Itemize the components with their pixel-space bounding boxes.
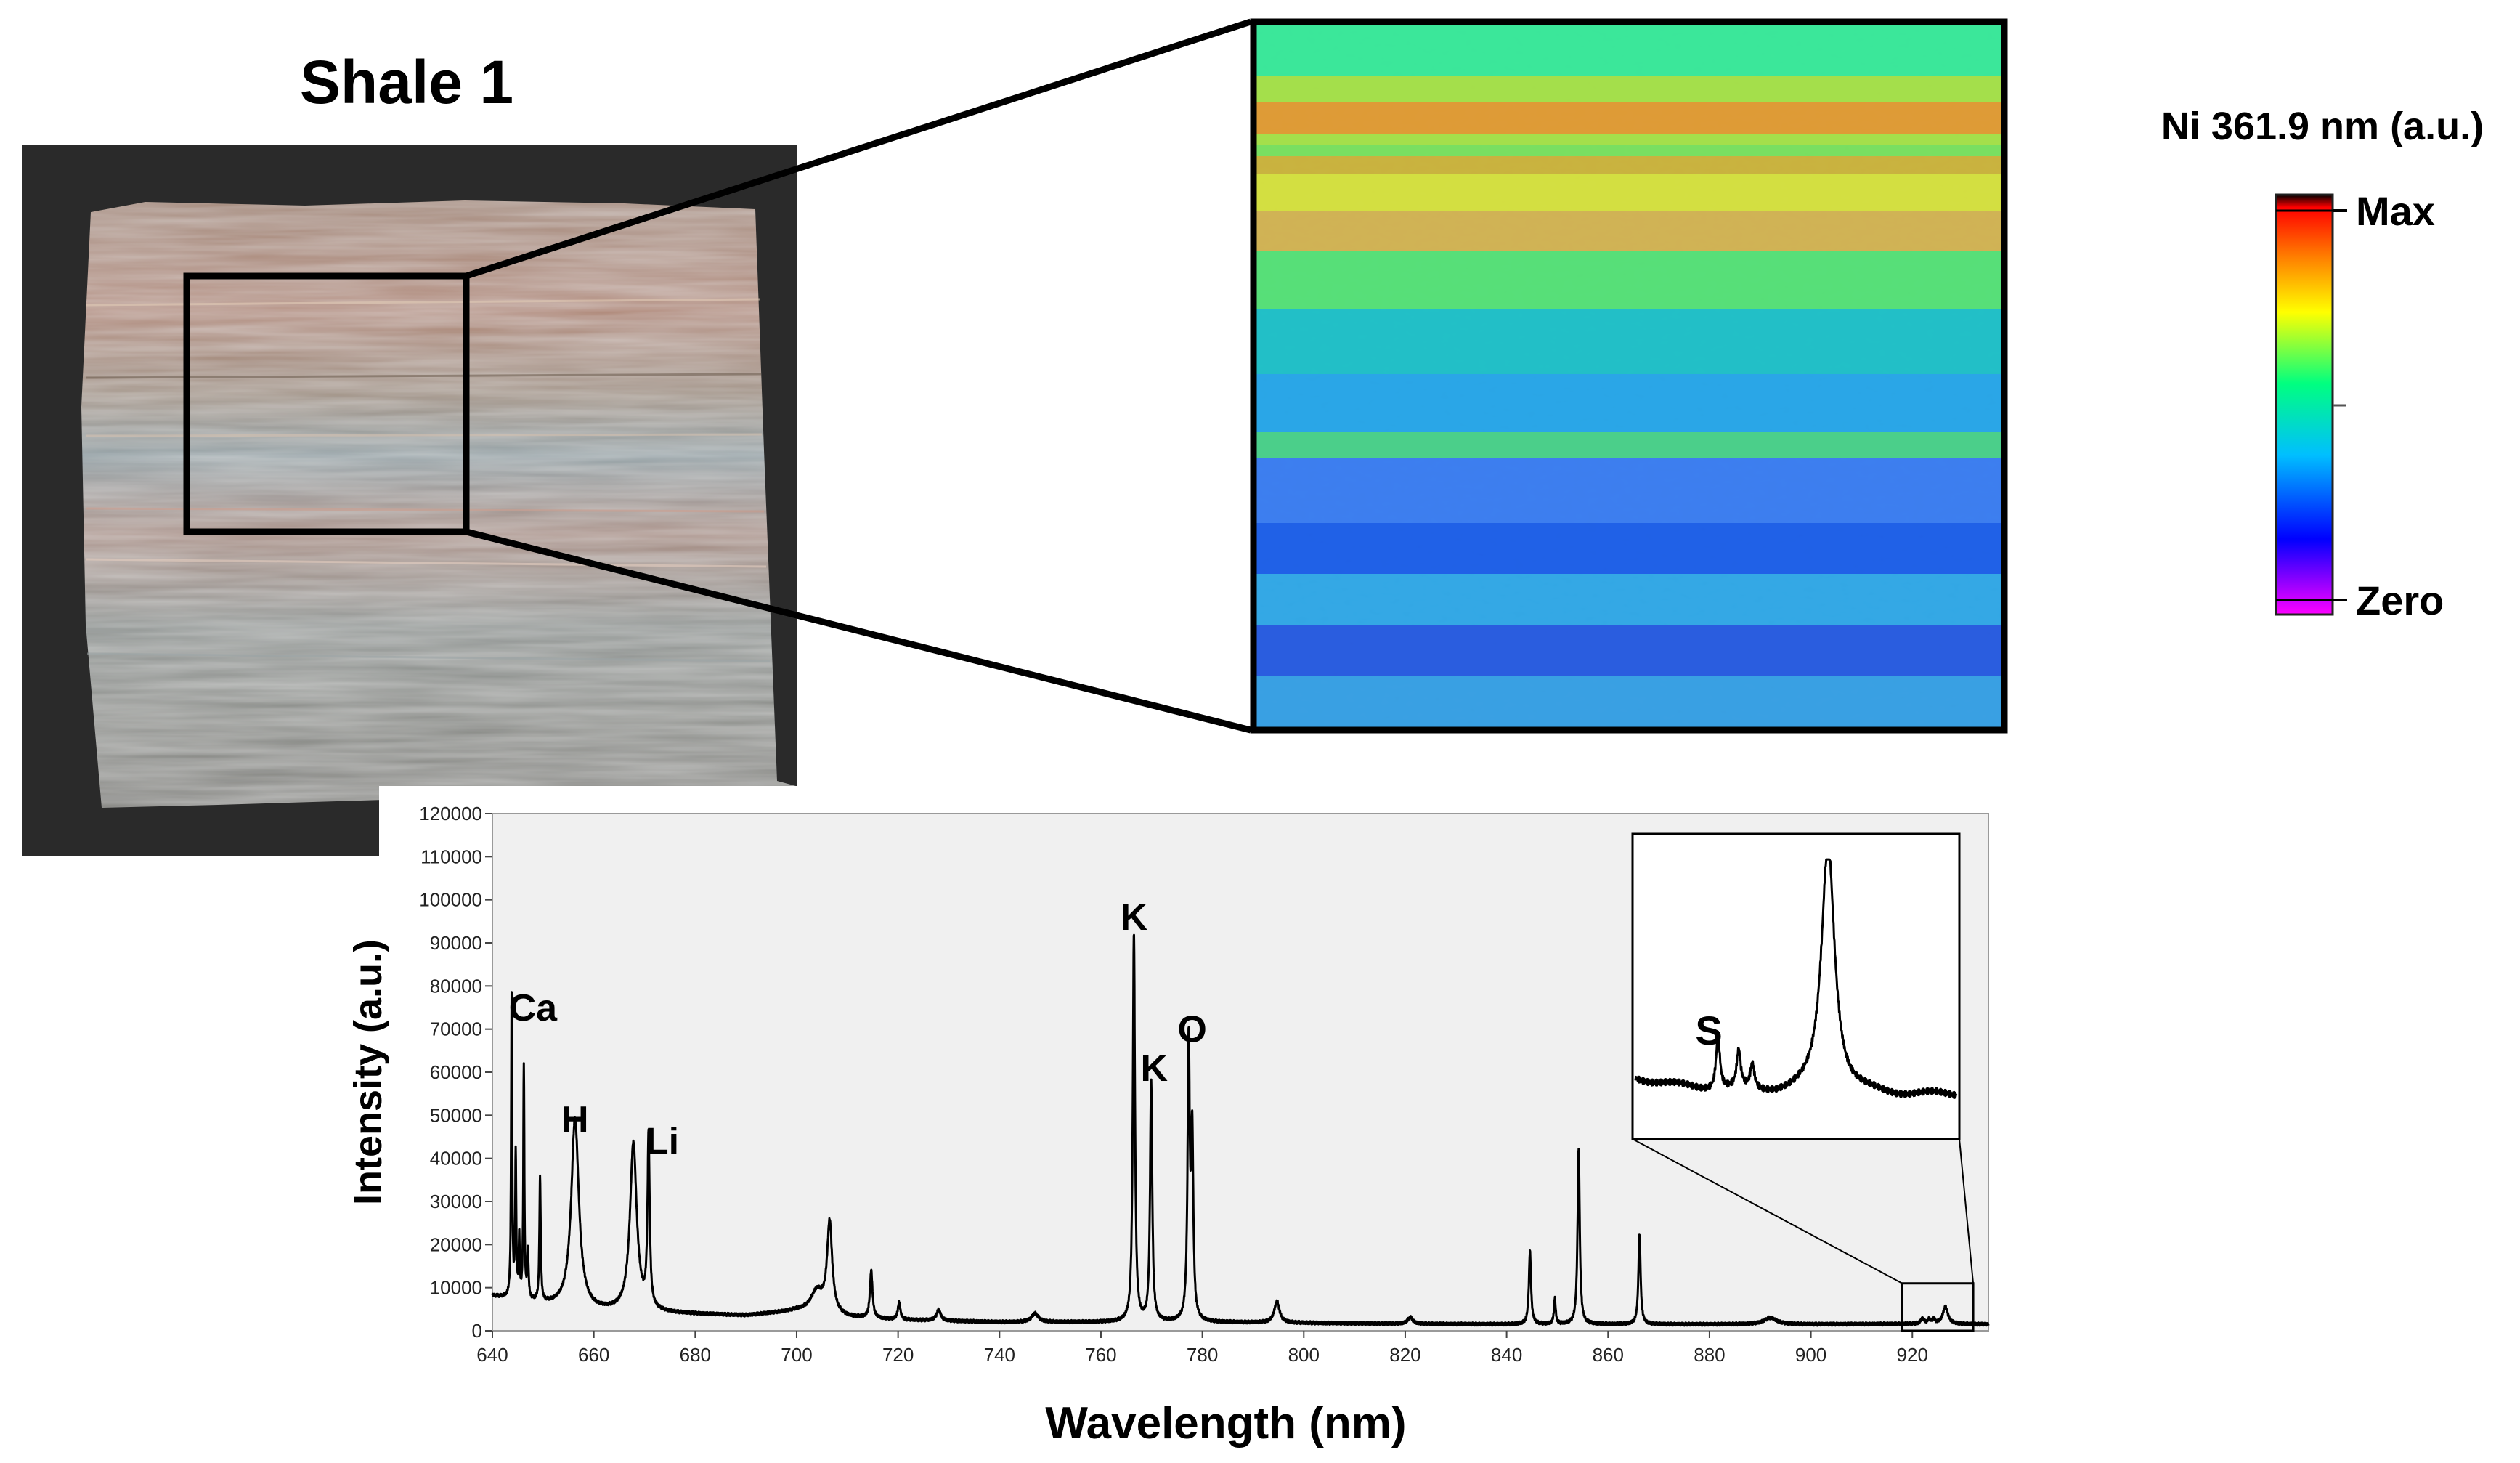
x-axis-label: Wavelength (nm) (1045, 1398, 1406, 1448)
y-tick-label: 90000 (430, 932, 482, 954)
peak-label: Ca (509, 987, 558, 1029)
map-band (1253, 174, 2004, 211)
y-tick-label: 30000 (430, 1191, 482, 1212)
map-band (1253, 309, 2004, 374)
shale-layers (85, 298, 771, 662)
y-tick-label: 100000 (419, 889, 482, 911)
y-tick-label: 0 (472, 1320, 482, 1342)
inset-frame (1631, 832, 1961, 1140)
x-axis-ticks: 640 660 680 700 720 740 760 780 800 820 840 860 880 9… (476, 1331, 1928, 1366)
x-tick-label: 900 (1795, 1344, 1826, 1366)
inset-label: S (1695, 1008, 1722, 1053)
y-tick-label: 110000 (420, 846, 482, 867)
zoom-connectors (465, 18, 1252, 734)
x-tick-label: 780 (1187, 1344, 1218, 1366)
zoom-region-box (183, 272, 470, 535)
peak-label: O (1177, 1008, 1206, 1050)
inset-connector (1959, 1138, 1975, 1284)
map-band (1253, 251, 2004, 309)
y-tick-label: 10000 (430, 1277, 482, 1299)
colorbar: Ni 361.9 nm (a.u.) Max Zero (2161, 105, 2484, 623)
spectrum-chart: 0 10000 20000 30000 40000 50000 60000 70000 8000… (346, 786, 1990, 1454)
x-tick-label: 680 (680, 1344, 711, 1366)
y-tick-label: 70000 (430, 1018, 482, 1040)
x-tick-label: 740 (984, 1344, 1015, 1366)
y-tick-label: 60000 (430, 1061, 482, 1083)
colorbar-max-label: Max (2356, 188, 2435, 234)
map-band (1253, 211, 2004, 251)
peak-label: K (1141, 1047, 1168, 1090)
peak-label: H (561, 1099, 589, 1141)
map-band (1253, 22, 2004, 76)
inset-spectrum-line (1634, 858, 1958, 1099)
y-axis-label: Intensity (a.u.) (346, 939, 390, 1205)
map-band (1253, 625, 2004, 676)
x-tick-label: 700 (781, 1344, 812, 1366)
y-axis-ticks: 0 10000 20000 30000 40000 50000 60000 70000 8000… (419, 803, 492, 1342)
x-tick-label: 820 (1389, 1344, 1420, 1366)
inset-connector (1632, 1138, 1903, 1284)
x-tick-label: 880 (1694, 1344, 1725, 1366)
y-tick-label: 50000 (430, 1104, 482, 1126)
map-band (1253, 432, 2004, 458)
y-tick-label: 40000 (430, 1148, 482, 1170)
elemental-map (1250, 18, 2008, 734)
y-tick-label: 120000 (419, 803, 482, 824)
sample-photo: Shale 1 (22, 48, 797, 856)
inset-source-box (1901, 1282, 1975, 1332)
x-tick-label: 760 (1085, 1344, 1116, 1366)
map-band (1253, 676, 2004, 730)
map-band (1253, 374, 2004, 432)
spectrum-line (491, 933, 1990, 1327)
peak-label: K (1121, 896, 1148, 939)
inset-plot: S (1631, 832, 1961, 1140)
x-tick-label: 860 (1593, 1344, 1624, 1366)
x-tick-label: 920 (1897, 1344, 1928, 1366)
map-frame (1250, 18, 2008, 734)
colorbar-scale (2275, 193, 2334, 616)
map-band (1253, 458, 2004, 523)
colorbar-title: Ni 361.9 nm (a.u.) (2161, 105, 2484, 148)
map-band (1253, 523, 2004, 574)
x-tick-label: 720 (882, 1344, 914, 1366)
y-tick-label: 20000 (430, 1233, 482, 1255)
colorbar-min-label: Zero (2356, 578, 2444, 623)
x-tick-label: 840 (1491, 1344, 1522, 1366)
x-tick-label: 800 (1288, 1344, 1320, 1366)
x-tick-label: 660 (578, 1344, 609, 1366)
y-tick-label: 80000 (430, 975, 482, 997)
peak-label: Li (646, 1121, 679, 1163)
photo-title: Shale 1 (300, 48, 513, 116)
map-band (1253, 102, 2004, 134)
map-band (1253, 156, 2004, 174)
x-tick-label: 640 (476, 1344, 508, 1366)
map-band (1253, 574, 2004, 625)
